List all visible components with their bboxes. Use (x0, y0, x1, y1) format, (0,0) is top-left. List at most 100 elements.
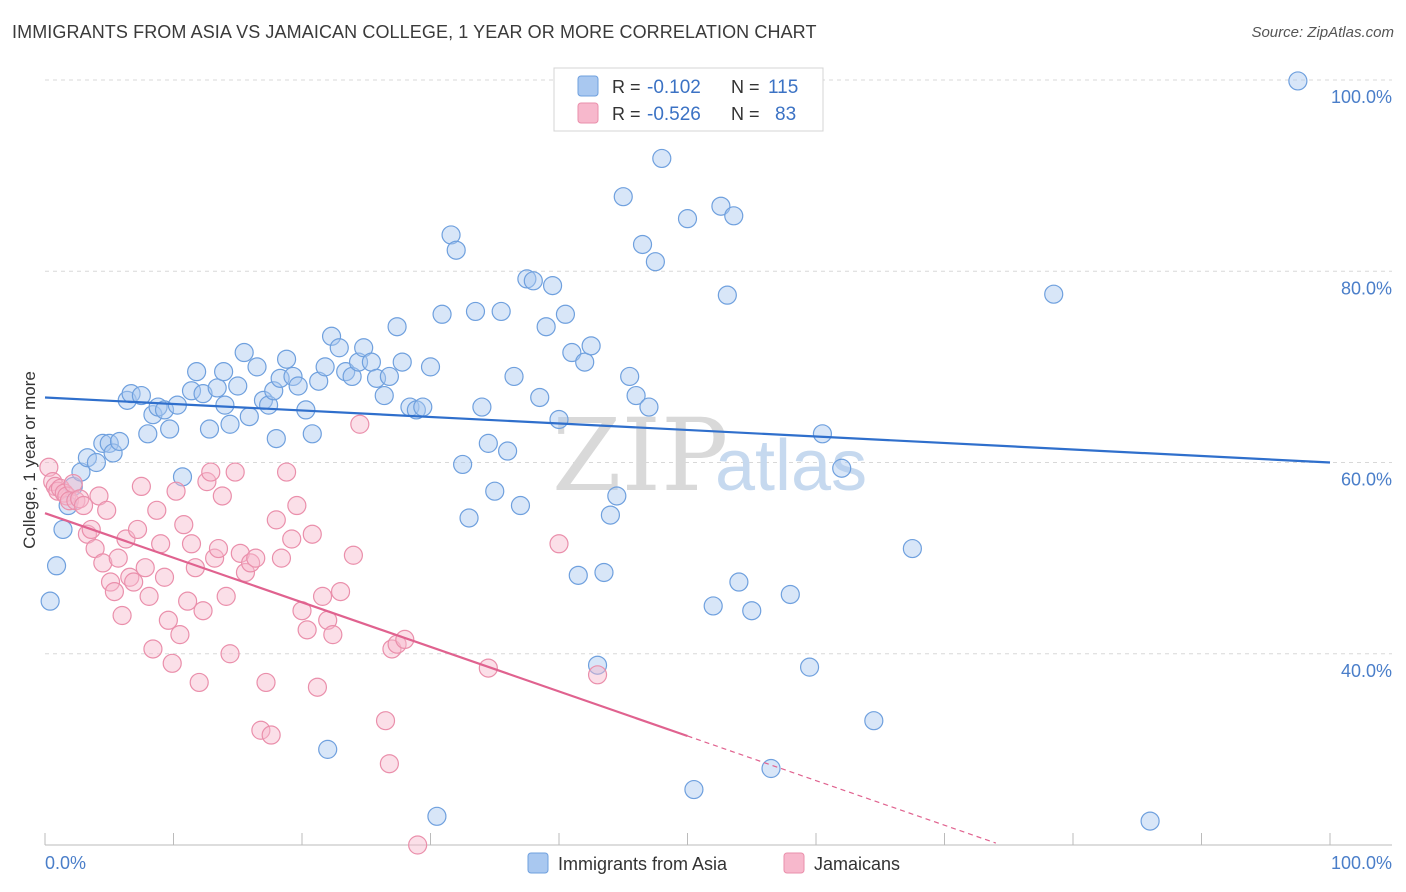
jamaicans-point (343, 545, 363, 565)
jamaicans-point (549, 534, 569, 554)
asia-point (812, 424, 833, 444)
asia-point (432, 304, 452, 324)
asia-point (864, 711, 884, 731)
asia-point (1140, 811, 1160, 831)
asia-point (562, 342, 582, 363)
jamaicans-point (166, 481, 186, 501)
x-axis-ticks (44, 833, 1331, 845)
asia-point (459, 508, 479, 528)
jamaicans-point (395, 629, 415, 650)
asia-point (247, 357, 267, 377)
asia-point (542, 275, 563, 296)
jamaicans-point (39, 457, 59, 477)
asia-point (485, 481, 505, 501)
series-legend: Immigrants from Asia Jamaicans (527, 852, 900, 874)
jamaicans-point (73, 495, 94, 516)
source-label: Source: ZipAtlas.com (1251, 24, 1394, 41)
jamaicans-point (97, 500, 117, 520)
watermark: ZIP atlas (552, 397, 867, 514)
asia-point (446, 240, 466, 260)
bottom-legend-jamaicans-label: Jamaicans (814, 854, 900, 874)
y-tick-label: 40.0% (1341, 661, 1392, 681)
jamaicans-point (104, 581, 124, 602)
asia-point (392, 352, 412, 372)
asia-point (215, 395, 235, 415)
x-tick-label-min: 0.0% (45, 853, 86, 873)
jamaicans-point (189, 672, 209, 693)
jamaicans-point (124, 572, 144, 592)
asia-point (103, 443, 123, 463)
jamaicans-point (100, 572, 121, 592)
asia-point (555, 304, 576, 324)
asia-point (703, 596, 723, 616)
asia-point (799, 657, 820, 677)
jamaicans-point (312, 586, 333, 606)
jamaicans-point (230, 543, 250, 563)
jamaicans-point (350, 414, 370, 434)
y-tick-label: 100.0% (1331, 87, 1392, 107)
bottom-legend-swatch-asia (527, 852, 549, 874)
legend-jam-r-label: R = (612, 104, 641, 124)
asia-point (302, 424, 322, 444)
asia-point (626, 385, 646, 406)
asia-point (684, 779, 704, 800)
jamaicans-point (143, 639, 163, 659)
asia-point (131, 385, 151, 406)
asia-point (387, 317, 407, 337)
asia-point (441, 225, 461, 245)
asia-point (193, 384, 213, 404)
jamaicans-point (212, 486, 232, 506)
jamaicans-point (193, 601, 213, 621)
gridlines (45, 79, 1392, 655)
asia-point (214, 362, 234, 382)
jamaicans-point (158, 610, 178, 630)
asia-point (321, 326, 342, 346)
stats-legend: R = -0.102 N = 115 R = -0.526 N = 83 (553, 67, 824, 132)
asia-point (594, 562, 614, 583)
asia-point (504, 366, 524, 387)
watermark-zip: ZIP (552, 397, 728, 514)
asia-point (264, 381, 284, 401)
asia-point (632, 234, 653, 255)
jamaicans-point (154, 567, 175, 587)
legend-jam-n: 83 (775, 104, 796, 125)
asia-point (181, 381, 202, 401)
series-asia-points (40, 71, 1308, 831)
asia-point (600, 505, 621, 525)
asia-point (420, 357, 441, 377)
jamaicans-point (201, 462, 221, 482)
jamaicans-point (208, 538, 229, 559)
jamaicans-point (251, 720, 271, 740)
asia-point (1044, 284, 1064, 304)
jamaicans-point (220, 644, 240, 664)
y-tick-label: 80.0% (1341, 278, 1392, 298)
asia-point (379, 366, 399, 387)
y-tick-labels: 40.0% 60.0% 80.0% 100.0% (1331, 87, 1392, 681)
trend-lines (44, 396, 1331, 844)
jamaicans-point (307, 677, 328, 697)
jamaicans-point (379, 754, 399, 774)
jamaicans-point (216, 586, 236, 606)
jamaicans-point (235, 562, 256, 583)
asia-point (220, 414, 240, 434)
legend-swatch-asia (577, 75, 599, 97)
asia-point (77, 448, 98, 468)
legend-jam-n-label: N = (731, 104, 760, 124)
asia-point (40, 591, 60, 611)
asia-point (160, 419, 180, 439)
bottom-legend-asia-label: Immigrants from Asia (558, 854, 728, 874)
jamaicans-point (408, 835, 428, 855)
asia-point (239, 407, 259, 427)
asia-point (581, 336, 601, 356)
asia-point (510, 495, 531, 516)
legend-asia-r: -0.102 (647, 77, 701, 98)
asia-point (677, 209, 698, 229)
asia-point (742, 601, 762, 621)
jamaicans-point (276, 462, 297, 482)
asia-point (315, 357, 335, 377)
jamaicans-point (261, 725, 281, 745)
jamaicans-point (282, 529, 302, 549)
jamaicans-point (93, 553, 113, 573)
chart-title: IMMIGRANTS FROM ASIA VS JAMAICAN COLLEGE… (12, 22, 817, 42)
